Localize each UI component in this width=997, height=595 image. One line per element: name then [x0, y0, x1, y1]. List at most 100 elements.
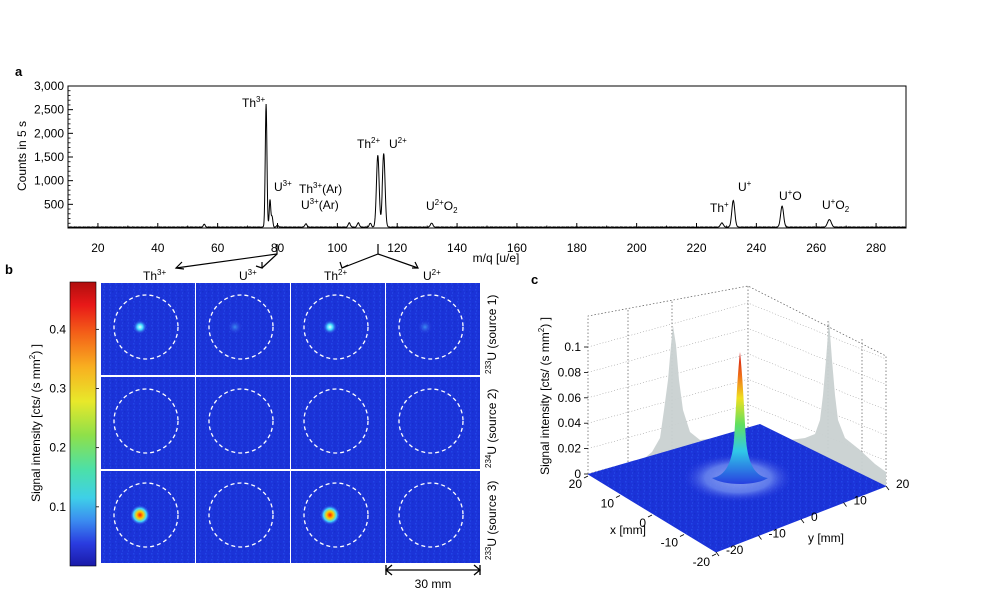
panel-a: a 500 1,000 1,500 2,000 2,500 3,000 20 40 60 80 1…	[15, 64, 907, 270]
y-tick-mark	[885, 485, 890, 491]
detector-image	[101, 283, 195, 375]
peak-label-u3: U3+	[274, 179, 292, 194]
x-tick-label: 10	[601, 497, 615, 511]
colorbar	[69, 281, 97, 567]
peak-label-uo: U+O	[779, 188, 802, 203]
x-tick-label: 20	[91, 241, 105, 255]
panel-c: c 0 0.02 0.04 0.06 0.08 0.1 Signal intensity …	[531, 272, 910, 569]
colorbar-tick-label: 0.1	[49, 500, 66, 514]
z-tick-label: 0.1	[564, 340, 581, 354]
colorbar-tick-label: 0.4	[49, 322, 66, 336]
y-tick-mark	[843, 502, 847, 507]
y-tick-label: 2,000	[34, 126, 64, 140]
z-axis-label: Signal intensity [cts/ (s mm2) ]	[537, 317, 552, 475]
y-tick-mark	[800, 518, 805, 524]
x-tick-label: 140	[447, 241, 467, 255]
z-tick-label: 0.04	[558, 416, 582, 430]
column-header-th2: Th2+	[324, 268, 347, 283]
arrowhead-u3	[255, 262, 263, 269]
x-tick-mark	[583, 475, 589, 479]
peak-label-u1: U+	[738, 179, 752, 194]
x-tick-label: 240	[746, 241, 766, 255]
y-tick-label: 500	[44, 197, 64, 211]
detector-outline	[303, 482, 369, 548]
y-axis-ticks: -20 -10 0 10 20	[715, 477, 910, 557]
z-grid-line	[587, 378, 887, 436]
x-tick-label: 20	[569, 477, 583, 491]
column-header-u3: U3+	[239, 268, 257, 283]
detector-image	[196, 377, 290, 469]
z-grid-line	[587, 404, 887, 461]
panel-a-x-axis-label: m/q [u/e]	[473, 251, 520, 265]
detector-image	[101, 377, 195, 469]
surface-peak	[712, 352, 768, 484]
detector-outline	[208, 388, 274, 454]
panel-b-label: b	[5, 262, 13, 277]
z-tick-label: 0.06	[558, 391, 582, 405]
x-tick-label: 100	[327, 241, 347, 255]
scale-bar-label: 30 mm	[415, 577, 452, 591]
row-label-source-2: 234U (source 2)	[484, 389, 499, 468]
y-tick-label: 0	[811, 510, 818, 524]
signal-spot	[320, 505, 340, 525]
column-header-th3: Th3+	[143, 268, 166, 283]
detector-image	[386, 377, 480, 469]
arrow-to-u3	[261, 253, 278, 269]
signal-spot	[228, 320, 242, 334]
x-tick-label: 0	[639, 516, 646, 530]
x-tick-label: 180	[567, 241, 587, 255]
y-tick-label: 20	[896, 477, 910, 491]
panel-a-x-ticks: 20 40 60 80 100 120 140 160 180 200 220 240 260 280	[67, 223, 907, 255]
x-tick-label: 160	[507, 241, 527, 255]
detector-image	[291, 283, 385, 375]
arrow-to-th2	[341, 244, 379, 269]
colorbar-tick-label: 0.2	[49, 441, 66, 455]
detector-outline	[113, 388, 179, 454]
z-grid-line	[587, 302, 887, 360]
z-axis-ticks: 0 0.02 0.04 0.06 0.08 0.1	[558, 340, 588, 481]
panel-a-y-ticks: 500 1,000 1,500 2,000 2,500 3,000	[34, 79, 73, 224]
z-grid-lines	[587, 302, 887, 461]
detector-image	[291, 377, 385, 469]
panel-c-label: c	[531, 272, 538, 287]
signal-spot	[130, 505, 150, 525]
x-tick-label: -20	[693, 555, 711, 569]
x-tick-label: 280	[866, 241, 886, 255]
peak-label-uo2: U+O2	[822, 197, 850, 214]
panel-a-label: a	[15, 64, 23, 79]
peak-label-th3: Th3+	[242, 95, 265, 110]
detector-outline	[208, 482, 274, 548]
colorbar-tick-label: 0.3	[49, 382, 66, 396]
x-axis-ticks: 20 10 0 -10 -20	[569, 475, 717, 569]
x-tick-mark	[647, 514, 653, 518]
signal-spot	[323, 320, 337, 334]
row-label-source-1: 233U (source 1)	[484, 295, 499, 374]
row-label-source-3: 233U (source 3)	[484, 481, 499, 560]
detector-outline	[113, 482, 179, 548]
detector-outline	[398, 388, 464, 454]
x-tick-mark	[679, 534, 685, 537]
detector-image	[196, 283, 290, 375]
right-wall-projection	[748, 320, 886, 486]
peak-label-u2o2: U2+O2	[426, 198, 458, 215]
left-wall-projection	[588, 326, 748, 474]
y-tick-mark	[758, 535, 762, 540]
x-tick-mark	[615, 495, 621, 498]
y-tick-label: 2,500	[34, 103, 64, 117]
panel-a-y-axis-label: Counts in 5 s	[15, 121, 29, 191]
detector-outline	[303, 294, 369, 360]
y-axis-label: y [mm]	[808, 531, 844, 545]
peak-label-th3-ar: Th3+(Ar)	[299, 181, 342, 196]
y-tick-label: -20	[726, 543, 744, 557]
z-tick-label: 0.02	[558, 442, 582, 456]
z-grid-line	[587, 328, 887, 385]
x-tick-label: 220	[686, 241, 706, 255]
x-tick-mark	[711, 553, 717, 557]
arrowhead-u2	[412, 261, 419, 269]
detector-image	[386, 471, 480, 563]
spectrum-line	[68, 103, 907, 228]
peak-label-u2: U2+	[389, 136, 407, 151]
detector-outline	[303, 388, 369, 454]
arrowhead-th3	[174, 261, 185, 270]
signal-spot	[133, 320, 147, 334]
